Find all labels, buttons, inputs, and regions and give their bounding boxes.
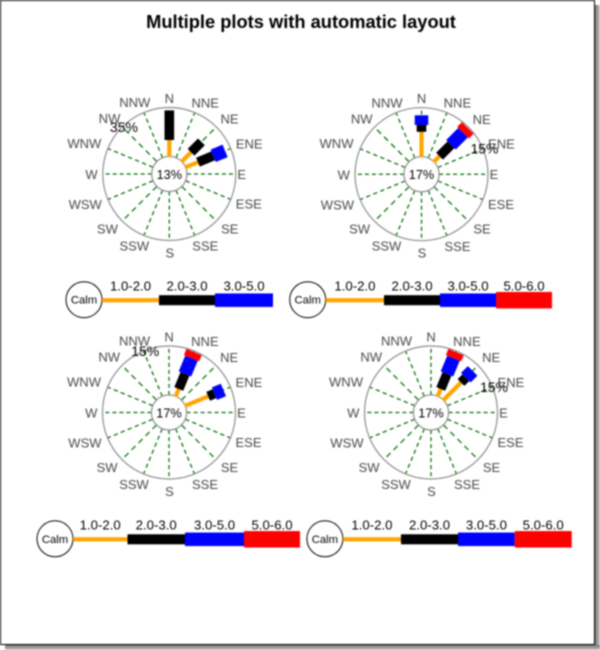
svg-text:SW: SW [97,460,119,475]
svg-text:2.0-3.0: 2.0-3.0 [166,279,207,294]
svg-text:3.0-5.0: 3.0-5.0 [447,279,488,294]
svg-text:NW: NW [360,350,382,365]
svg-text:SSW: SSW [119,477,149,492]
svg-text:NNE: NNE [444,96,472,111]
svg-text:SE: SE [473,222,491,237]
svg-text:NE: NE [473,112,491,127]
svg-text:Multiple plots with automatic: Multiple plots with automatic layout [146,11,456,32]
svg-text:ENE: ENE [488,137,515,152]
svg-text:E: E [237,167,246,182]
svg-text:17%: 17% [156,406,181,420]
svg-text:SSW: SSW [119,238,149,253]
svg-text:NW: NW [351,111,373,126]
svg-text:ESE: ESE [235,435,261,450]
svg-text:3.0-5.0: 3.0-5.0 [223,279,264,294]
svg-text:2.0-3.0: 2.0-3.0 [409,518,450,533]
svg-text:1.0-2.0: 1.0-2.0 [334,279,375,294]
svg-text:Calm: Calm [312,534,338,546]
svg-text:SW: SW [349,222,371,237]
svg-text:35%: 35% [110,119,138,135]
svg-text:N: N [426,330,435,345]
svg-text:Calm: Calm [295,295,321,307]
svg-text:NW: NW [98,350,120,365]
svg-text:5.0-6.0: 5.0-6.0 [523,518,564,533]
svg-text:E: E [237,406,246,421]
svg-text:ENE: ENE [498,375,525,390]
svg-text:ESE: ESE [497,435,523,450]
svg-text:S: S [165,484,174,499]
svg-text:17%: 17% [409,168,434,182]
svg-text:15%: 15% [131,343,159,359]
svg-text:SE: SE [221,221,239,236]
svg-text:SSE: SSE [454,477,480,492]
svg-text:3.0-5.0: 3.0-5.0 [194,518,235,533]
svg-text:W: W [347,406,360,421]
svg-text:S: S [427,484,436,499]
svg-text:Calm: Calm [42,534,68,546]
svg-text:ENE: ENE [236,375,263,390]
svg-text:WNW: WNW [67,136,102,151]
svg-text:NNW: NNW [119,334,151,349]
svg-text:W: W [85,167,98,182]
svg-text:S: S [418,246,427,261]
svg-text:WSW: WSW [330,436,364,451]
svg-text:SW: SW [97,222,119,237]
svg-text:13%: 13% [157,168,182,182]
svg-text:SW: SW [359,460,381,475]
svg-text:NNW: NNW [119,95,151,110]
svg-text:NNW: NNW [371,95,403,110]
svg-text:SSW: SSW [372,239,402,254]
svg-text:SSE: SSE [192,239,218,254]
svg-text:N: N [164,330,173,345]
svg-text:NE: NE [482,350,500,365]
svg-text:NNE: NNE [453,334,481,349]
svg-text:WSW: WSW [321,197,355,212]
svg-text:NNE: NNE [191,334,219,349]
svg-text:5.0-6.0: 5.0-6.0 [503,279,544,294]
svg-text:17%: 17% [418,406,443,420]
svg-text:1.0-2.0: 1.0-2.0 [351,518,392,533]
svg-text:WSW: WSW [68,436,102,451]
svg-text:W: W [338,167,351,182]
svg-text:WNW: WNW [67,375,102,390]
svg-text:S: S [165,245,174,260]
svg-text:3.0-5.0: 3.0-5.0 [466,518,507,533]
svg-text:1.0-2.0: 1.0-2.0 [80,518,121,533]
svg-text:15%: 15% [470,141,498,157]
svg-text:NE: NE [220,350,238,365]
svg-text:E: E [490,167,499,182]
svg-text:WSW: WSW [69,197,103,212]
svg-text:2.0-3.0: 2.0-3.0 [136,518,177,533]
svg-text:N: N [417,91,426,106]
svg-text:WNW: WNW [320,136,355,151]
svg-text:WNW: WNW [329,375,364,390]
svg-text:W: W [85,406,98,421]
svg-text:Calm: Calm [71,295,97,307]
svg-text:ENE: ENE [236,137,263,152]
svg-text:SE: SE [221,460,239,475]
svg-text:NNE: NNE [191,95,219,110]
svg-text:ESE: ESE [236,197,262,212]
svg-text:ESE: ESE [488,197,514,212]
svg-text:N: N [165,91,174,106]
svg-text:SSE: SSE [192,477,218,492]
svg-text:2.0-3.0: 2.0-3.0 [391,279,432,294]
svg-text:SSW: SSW [381,477,411,492]
svg-text:5.0-6.0: 5.0-6.0 [251,518,292,533]
svg-text:E: E [499,406,508,421]
svg-text:NW: NW [99,111,121,126]
svg-text:SE: SE [483,460,501,475]
svg-text:NNW: NNW [381,334,413,349]
svg-text:15%: 15% [480,379,508,395]
svg-text:NE: NE [220,112,238,127]
svg-text:1.0-2.0: 1.0-2.0 [110,279,151,294]
svg-text:SSE: SSE [444,239,470,254]
